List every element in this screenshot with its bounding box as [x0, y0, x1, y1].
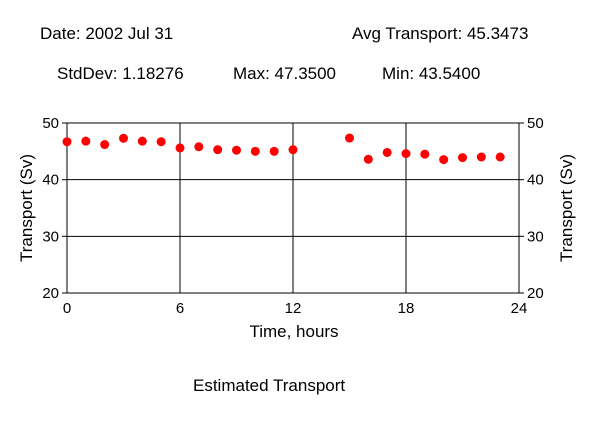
- data-point: [420, 149, 430, 159]
- data-point: [439, 155, 449, 165]
- data-point: [288, 145, 298, 155]
- x-axis-label: Time, hours: [249, 322, 338, 341]
- y-axis-label-left: Transport (Sv): [17, 154, 36, 262]
- data-point: [458, 153, 467, 163]
- data-point: [81, 136, 91, 146]
- data-point: [401, 149, 411, 159]
- date-label: Date: 2002 Jul 31: [40, 24, 174, 43]
- y-tick-label-right: 20: [527, 285, 544, 302]
- data-point: [119, 133, 128, 143]
- data-point: [476, 152, 486, 162]
- data-point: [345, 133, 354, 143]
- data-point: [382, 147, 392, 157]
- stddev-label: StdDev: 1.18276: [57, 64, 184, 83]
- data-point: [175, 143, 185, 153]
- y-tick-label-left: 30: [42, 228, 59, 245]
- x-tick-label: 24: [511, 300, 528, 317]
- data-point: [100, 140, 110, 150]
- x-tick-label: 18: [398, 300, 415, 317]
- y-tick-label-right: 50: [527, 115, 544, 132]
- x-tick-label: 12: [285, 300, 302, 317]
- y-tick-label-left: 50: [42, 115, 59, 132]
- max-label: Max: 47.3500: [233, 64, 337, 83]
- chart-caption: Estimated Transport: [193, 376, 346, 395]
- y-axis-label-right: Transport (Sv): [557, 154, 576, 262]
- x-tick-label: 0: [63, 300, 71, 317]
- data-point: [363, 154, 373, 164]
- data-point: [232, 145, 241, 155]
- data-point: [156, 137, 166, 147]
- y-tick-label-right: 30: [527, 228, 544, 245]
- data-point: [62, 137, 72, 147]
- data-point: [269, 146, 279, 156]
- data-point: [495, 152, 505, 162]
- data-points: [62, 133, 505, 165]
- y-tick-label-left: 20: [42, 285, 59, 302]
- y-tick-label-left: 40: [42, 172, 59, 189]
- x-tick-label: 6: [176, 300, 184, 317]
- min-label: Min: 43.5400: [382, 64, 481, 83]
- data-point: [194, 142, 204, 152]
- data-point: [250, 146, 260, 156]
- y-tick-label-right: 40: [527, 172, 544, 189]
- data-point: [137, 136, 147, 146]
- avg-transport-label: Avg Transport: 45.3473: [352, 24, 529, 43]
- data-point: [213, 145, 223, 155]
